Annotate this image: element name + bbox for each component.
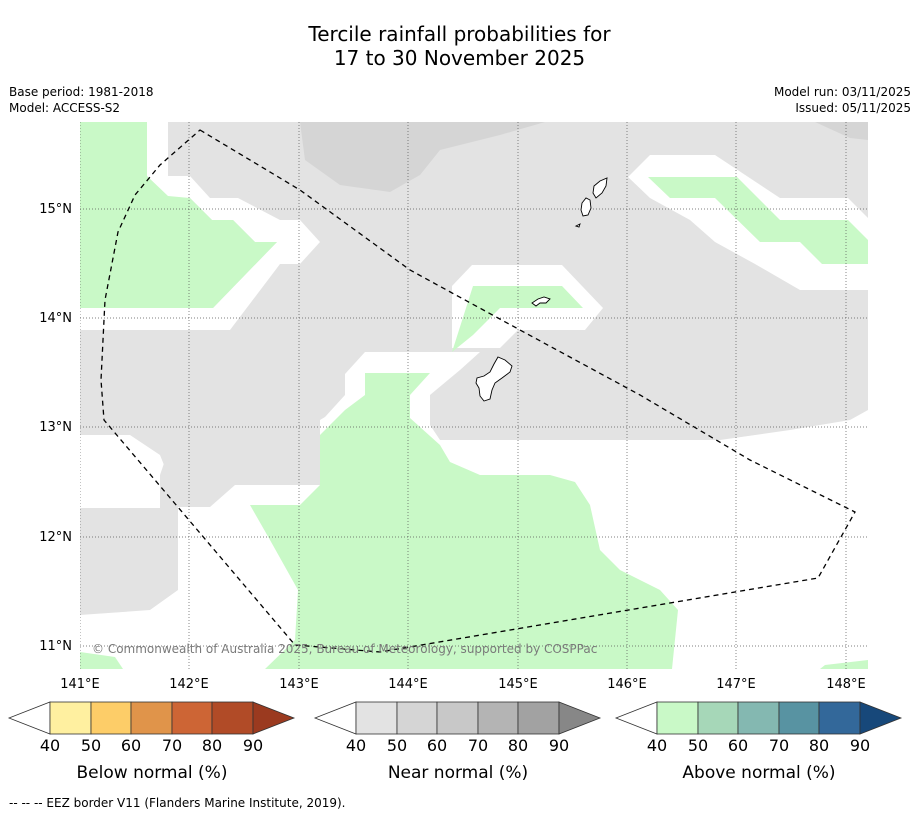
colorbar-below-seg-5 — [211, 701, 254, 735]
copyright-notice: © Commonwealth of Australia 2025, Bureau… — [92, 642, 597, 656]
lon-label-146: 146°E — [607, 677, 647, 692]
model-name: Model: ACCESS-S2 — [9, 101, 121, 115]
colorbar-near-tick-60: 60 — [427, 736, 447, 755]
title-line-2: 17 to 30 November 2025 — [333, 46, 586, 70]
colorbar-near-seg-2 — [396, 701, 438, 735]
colorbar-near-tick-50: 50 — [387, 736, 407, 755]
coastlines — [475, 177, 608, 402]
lon-label-141: 141°E — [60, 677, 100, 692]
base-period: Base period: 1981-2018 — [9, 85, 154, 99]
above-normal-center-north — [452, 286, 583, 352]
lat-label-12: 12°N — [39, 530, 72, 545]
map-panel: © Commonwealth of Australia 2025, Bureau… — [80, 122, 868, 669]
colorbar-above-seg-5 — [818, 701, 861, 735]
colorbar-below-tick-60: 60 — [121, 736, 141, 755]
eez-footnote: -- -- -- EEZ border V11 (Flanders Marine… — [9, 796, 346, 810]
lat-label-13: 13°N — [39, 420, 72, 435]
latitude-labels: 15°N 14°N 13°N 12°N 11°N — [39, 202, 72, 654]
colorbar-above-seg-4 — [778, 701, 820, 735]
longitude-labels: 141°E 142°E 143°E 144°E 145°E 146°E 147°… — [60, 677, 866, 692]
rota-island — [531, 296, 551, 307]
colorbar-below-tick-70: 70 — [162, 736, 182, 755]
gridlines — [80, 122, 868, 669]
colorbar-below-tick-90: 90 — [243, 736, 263, 755]
colorbar-above-tick-60: 60 — [728, 736, 748, 755]
colorbar-near-seg-1 — [355, 701, 398, 735]
colorbar-below-seg-4 — [171, 701, 213, 735]
lon-label-144: 144°E — [388, 677, 428, 692]
colorbar-above-tick-40: 40 — [647, 736, 667, 755]
colorbar-near-title: Near normal (%) — [388, 763, 528, 783]
colorbar-below-tick-80: 80 — [202, 736, 222, 755]
colorbar-above-high-arrow — [859, 701, 903, 735]
colorbar-above-tick-90: 90 — [850, 736, 870, 755]
colorbar-below-seg-2 — [90, 701, 132, 735]
aguijan-islet — [574, 223, 581, 228]
lat-label-15: 15°N — [39, 202, 72, 217]
lat-label-11: 11°N — [39, 639, 72, 654]
near-normal-darker-north — [300, 122, 545, 192]
colorbar-near-tick-70: 70 — [468, 736, 488, 755]
eez-border — [100, 129, 856, 653]
colorbar-near-high-arrow — [558, 701, 602, 735]
above-normal-south — [250, 373, 678, 669]
colorbar-near-seg-3 — [436, 701, 479, 735]
colorbar-above-title: Above normal (%) — [682, 763, 835, 783]
colorbar-above-low-arrow — [614, 701, 658, 735]
lon-label-142: 142°E — [169, 677, 209, 692]
colorbar-near-tick-80: 80 — [508, 736, 528, 755]
colorbar-near-seg-4 — [477, 701, 519, 735]
lon-label-145: 145°E — [498, 677, 538, 692]
lon-label-147: 147°E — [716, 677, 756, 692]
colorbar-above-seg-3 — [737, 701, 780, 735]
colorbar-above-normal: 40 50 60 70 80 90 Above normal (%) — [614, 701, 903, 783]
colorbar-near-tick-90: 90 — [549, 736, 569, 755]
colorbar-above-tick-50: 50 — [688, 736, 708, 755]
white-corridor-northwest — [80, 122, 320, 330]
saipan-island — [592, 177, 608, 199]
colorbar-below-title: Below normal (%) — [77, 763, 228, 783]
above-normal-northeast — [648, 177, 868, 264]
guam-island — [475, 356, 513, 402]
colorbar-above-tick-80: 80 — [809, 736, 829, 755]
colorbar-below-tick-40: 40 — [40, 736, 60, 755]
colorbar-below-tick-50: 50 — [81, 736, 101, 755]
colorbar-near-seg-5 — [517, 701, 560, 735]
model-run: Model run: 03/11/2025 — [773, 85, 911, 99]
colorbar-below-normal: 40 50 60 70 80 90 Below normal (%) — [7, 701, 296, 783]
colorbar-above-seg-2 — [697, 701, 739, 735]
tinian-island — [580, 197, 592, 217]
near-normal-region-southwest — [80, 440, 178, 615]
colorbar-below-seg-3 — [130, 701, 173, 735]
title-line-1: Tercile rainfall probabilities for — [308, 22, 611, 46]
above-normal-northwest — [80, 122, 277, 308]
colorbar-above-tick-70: 70 — [769, 736, 789, 755]
colorbar-near-tick-40: 40 — [346, 736, 366, 755]
run-info: Model run: 03/11/2025 Issued: 05/11/2025 — [774, 84, 911, 116]
above-normal-southeast — [820, 660, 868, 669]
issued-date: Issued: 05/11/2025 — [795, 101, 911, 115]
colorbar-near-normal: 40 50 60 70 80 90 Near normal (%) — [313, 701, 602, 783]
colorbar-below-high-arrow — [252, 701, 296, 735]
colorbar-below-seg-1 — [49, 701, 92, 735]
model-info: Base period: 1981-2018 Model: ACCESS-S2 — [9, 84, 154, 116]
lat-label-14: 14°N — [39, 311, 72, 326]
above-normal-southwest — [80, 652, 123, 669]
lon-label-143: 143°E — [279, 677, 319, 692]
near-normal-darker-northeast — [815, 122, 868, 140]
map-figure: © Commonwealth of Australia 2025, Bureau… — [7, 122, 903, 783]
colorbar-below-low-arrow — [7, 701, 51, 735]
colorbar-near-low-arrow — [313, 701, 357, 735]
colorbar-above-seg-1 — [656, 701, 699, 735]
lon-label-148: 148°E — [826, 677, 866, 692]
chart-title: Tercile rainfall probabilities for 17 to… — [0, 22, 919, 70]
